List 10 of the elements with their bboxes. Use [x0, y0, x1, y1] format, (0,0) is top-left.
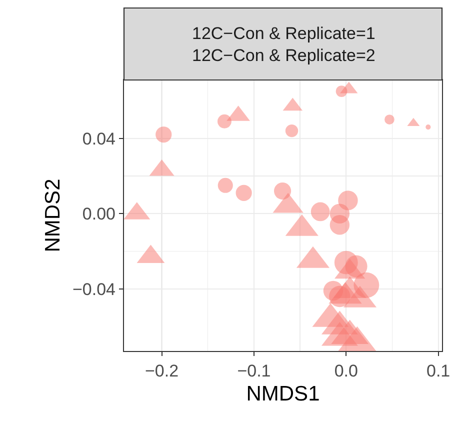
chart-title: 12C−Con & Replicate=1 12C−Con & Replicate=2 — [192, 24, 376, 66]
x-tick-label: 0.1 — [426, 362, 450, 380]
x-tick-label: 0.0 — [334, 362, 358, 380]
x-axis-title: NMDS1 — [246, 382, 320, 406]
x-tick-label: −0.1 — [237, 362, 271, 380]
y-tick-label: −0.04 — [72, 280, 116, 299]
y-axis-title: NMDS2 — [42, 178, 65, 252]
y-tick-label: 0.04 — [82, 129, 116, 148]
x-tick-label: −0.2 — [145, 362, 179, 380]
y-tick-label: 0.00 — [82, 204, 116, 224]
